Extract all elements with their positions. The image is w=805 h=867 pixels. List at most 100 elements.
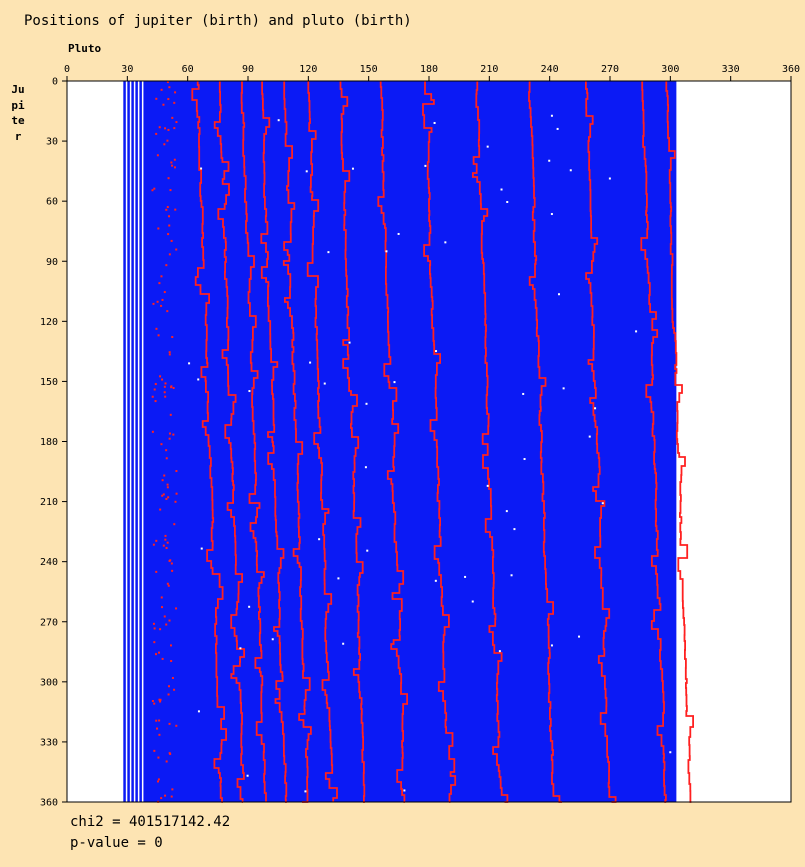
- red-dot: [164, 382, 167, 385]
- red-dot: [160, 596, 163, 599]
- x-axis-label: Pluto: [68, 42, 102, 55]
- red-dot: [166, 582, 169, 585]
- red-dot: [160, 275, 163, 278]
- white-dot: [342, 642, 345, 645]
- white-dot: [309, 361, 312, 364]
- white-dot: [200, 547, 203, 550]
- y-tick-label: 0: [52, 77, 58, 88]
- white-dot: [608, 177, 611, 180]
- white-dot: [635, 330, 638, 333]
- white-dot: [246, 774, 249, 777]
- red-dot: [171, 569, 174, 572]
- white-dot: [464, 575, 467, 578]
- white-dot: [318, 538, 321, 541]
- white-dot: [385, 250, 388, 253]
- white-dot: [397, 232, 400, 235]
- red-dot: [175, 121, 178, 124]
- red-dot: [170, 562, 173, 565]
- white-dot: [550, 114, 553, 117]
- red-curve: [528, 81, 562, 803]
- red-dot: [161, 378, 164, 381]
- red-dot: [153, 627, 156, 630]
- red-dot: [175, 724, 178, 727]
- red-dot: [168, 437, 171, 440]
- red-dot: [153, 749, 156, 752]
- red-dot: [170, 795, 173, 798]
- white-dot: [594, 407, 597, 410]
- white-dot: [348, 341, 351, 344]
- white-dot: [578, 635, 581, 638]
- red-dot: [164, 538, 167, 541]
- red-dot: [168, 224, 171, 227]
- red-dot: [173, 127, 176, 130]
- red-dot: [168, 86, 171, 89]
- red-curve: [640, 81, 667, 803]
- red-dot: [170, 385, 173, 388]
- red-dot: [175, 607, 178, 610]
- p-value-stat: p-value = 0: [70, 835, 163, 851]
- red-dot: [168, 432, 171, 435]
- red-dot: [155, 327, 158, 330]
- white-dot: [248, 390, 251, 393]
- red-dot: [160, 797, 163, 800]
- red-curve: [377, 81, 408, 803]
- red-dot: [153, 187, 156, 190]
- red-dot: [173, 166, 176, 169]
- red-dot: [157, 756, 160, 759]
- red-dot: [153, 388, 156, 391]
- red-curve: [585, 81, 617, 803]
- white-dot: [522, 392, 525, 395]
- white-dot: [351, 167, 354, 170]
- heatmap-stripe: [131, 81, 134, 802]
- red-dot: [167, 98, 170, 101]
- red-dot: [164, 127, 167, 130]
- y-tick-label: 120: [40, 317, 58, 328]
- white-dot: [323, 382, 326, 385]
- white-dot: [327, 251, 330, 254]
- red-dot: [174, 208, 177, 211]
- red-dot: [163, 391, 166, 394]
- red-dot: [171, 676, 174, 679]
- x-tick-label: 300: [661, 64, 679, 75]
- white-dot: [248, 605, 251, 608]
- white-dot: [486, 484, 489, 487]
- white-dot: [304, 790, 307, 793]
- white-dot: [510, 574, 513, 577]
- red-dot: [175, 492, 178, 495]
- red-dot: [159, 698, 162, 701]
- red-dot: [161, 657, 164, 660]
- red-dot: [157, 778, 160, 781]
- red-dot: [155, 132, 158, 135]
- red-dot: [151, 395, 154, 398]
- red-dot: [164, 794, 167, 797]
- red-dot: [166, 206, 169, 209]
- heatmap-stripe: [123, 81, 126, 802]
- red-dot: [167, 685, 170, 688]
- white-dot: [548, 159, 551, 162]
- red-dot: [162, 493, 165, 496]
- y-tick-label: 150: [40, 377, 58, 388]
- red-curve: [260, 81, 288, 803]
- red-dot: [165, 449, 168, 452]
- red-dot: [168, 722, 171, 725]
- white-dot: [393, 381, 396, 384]
- red-dot: [173, 158, 176, 161]
- red-dot: [164, 395, 167, 398]
- y-tick-label: 300: [40, 677, 58, 688]
- red-dot: [175, 248, 178, 251]
- red-dot: [168, 253, 171, 256]
- red-dot: [161, 479, 164, 482]
- white-dot: [365, 402, 368, 405]
- white-dot: [364, 466, 367, 469]
- red-dot: [163, 385, 166, 388]
- red-dot: [158, 126, 161, 129]
- white-dot: [505, 510, 508, 513]
- white-dot: [403, 789, 406, 792]
- red-dot: [163, 291, 166, 294]
- white-dot: [277, 119, 280, 122]
- red-dot: [165, 623, 168, 626]
- red-dot: [158, 733, 161, 736]
- red-dot: [152, 622, 155, 625]
- red-dot: [173, 101, 176, 104]
- x-tick-label: 180: [420, 64, 438, 75]
